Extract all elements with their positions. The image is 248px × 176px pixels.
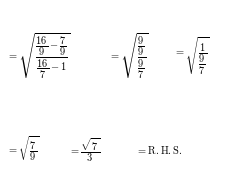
Text: $= \sqrt{\dfrac{\dfrac{9}{9}}{\dfrac{9}{7}}}$: $= \sqrt{\dfrac{\dfrac{9}{9}}{\dfrac{9}{… [109,32,149,81]
Text: $= \mathrm{R.H.S.}$: $= \mathrm{R.H.S.}$ [136,144,183,156]
Text: $= \sqrt{\dfrac{1}{\dfrac{9}{7}}}$: $= \sqrt{\dfrac{1}{\dfrac{9}{7}}}$ [174,36,210,77]
Text: $= \sqrt{\dfrac{\dfrac{16}{9} - \dfrac{7}{9}}{\dfrac{16}{7} - 1}}$: $= \sqrt{\dfrac{\dfrac{16}{9} - \dfrac{7… [7,32,71,81]
Text: $= \dfrac{\sqrt{7}}{3}$: $= \dfrac{\sqrt{7}}{3}$ [69,136,101,164]
Text: $= \sqrt{\dfrac{7}{9}}$: $= \sqrt{\dfrac{7}{9}}$ [7,135,40,164]
